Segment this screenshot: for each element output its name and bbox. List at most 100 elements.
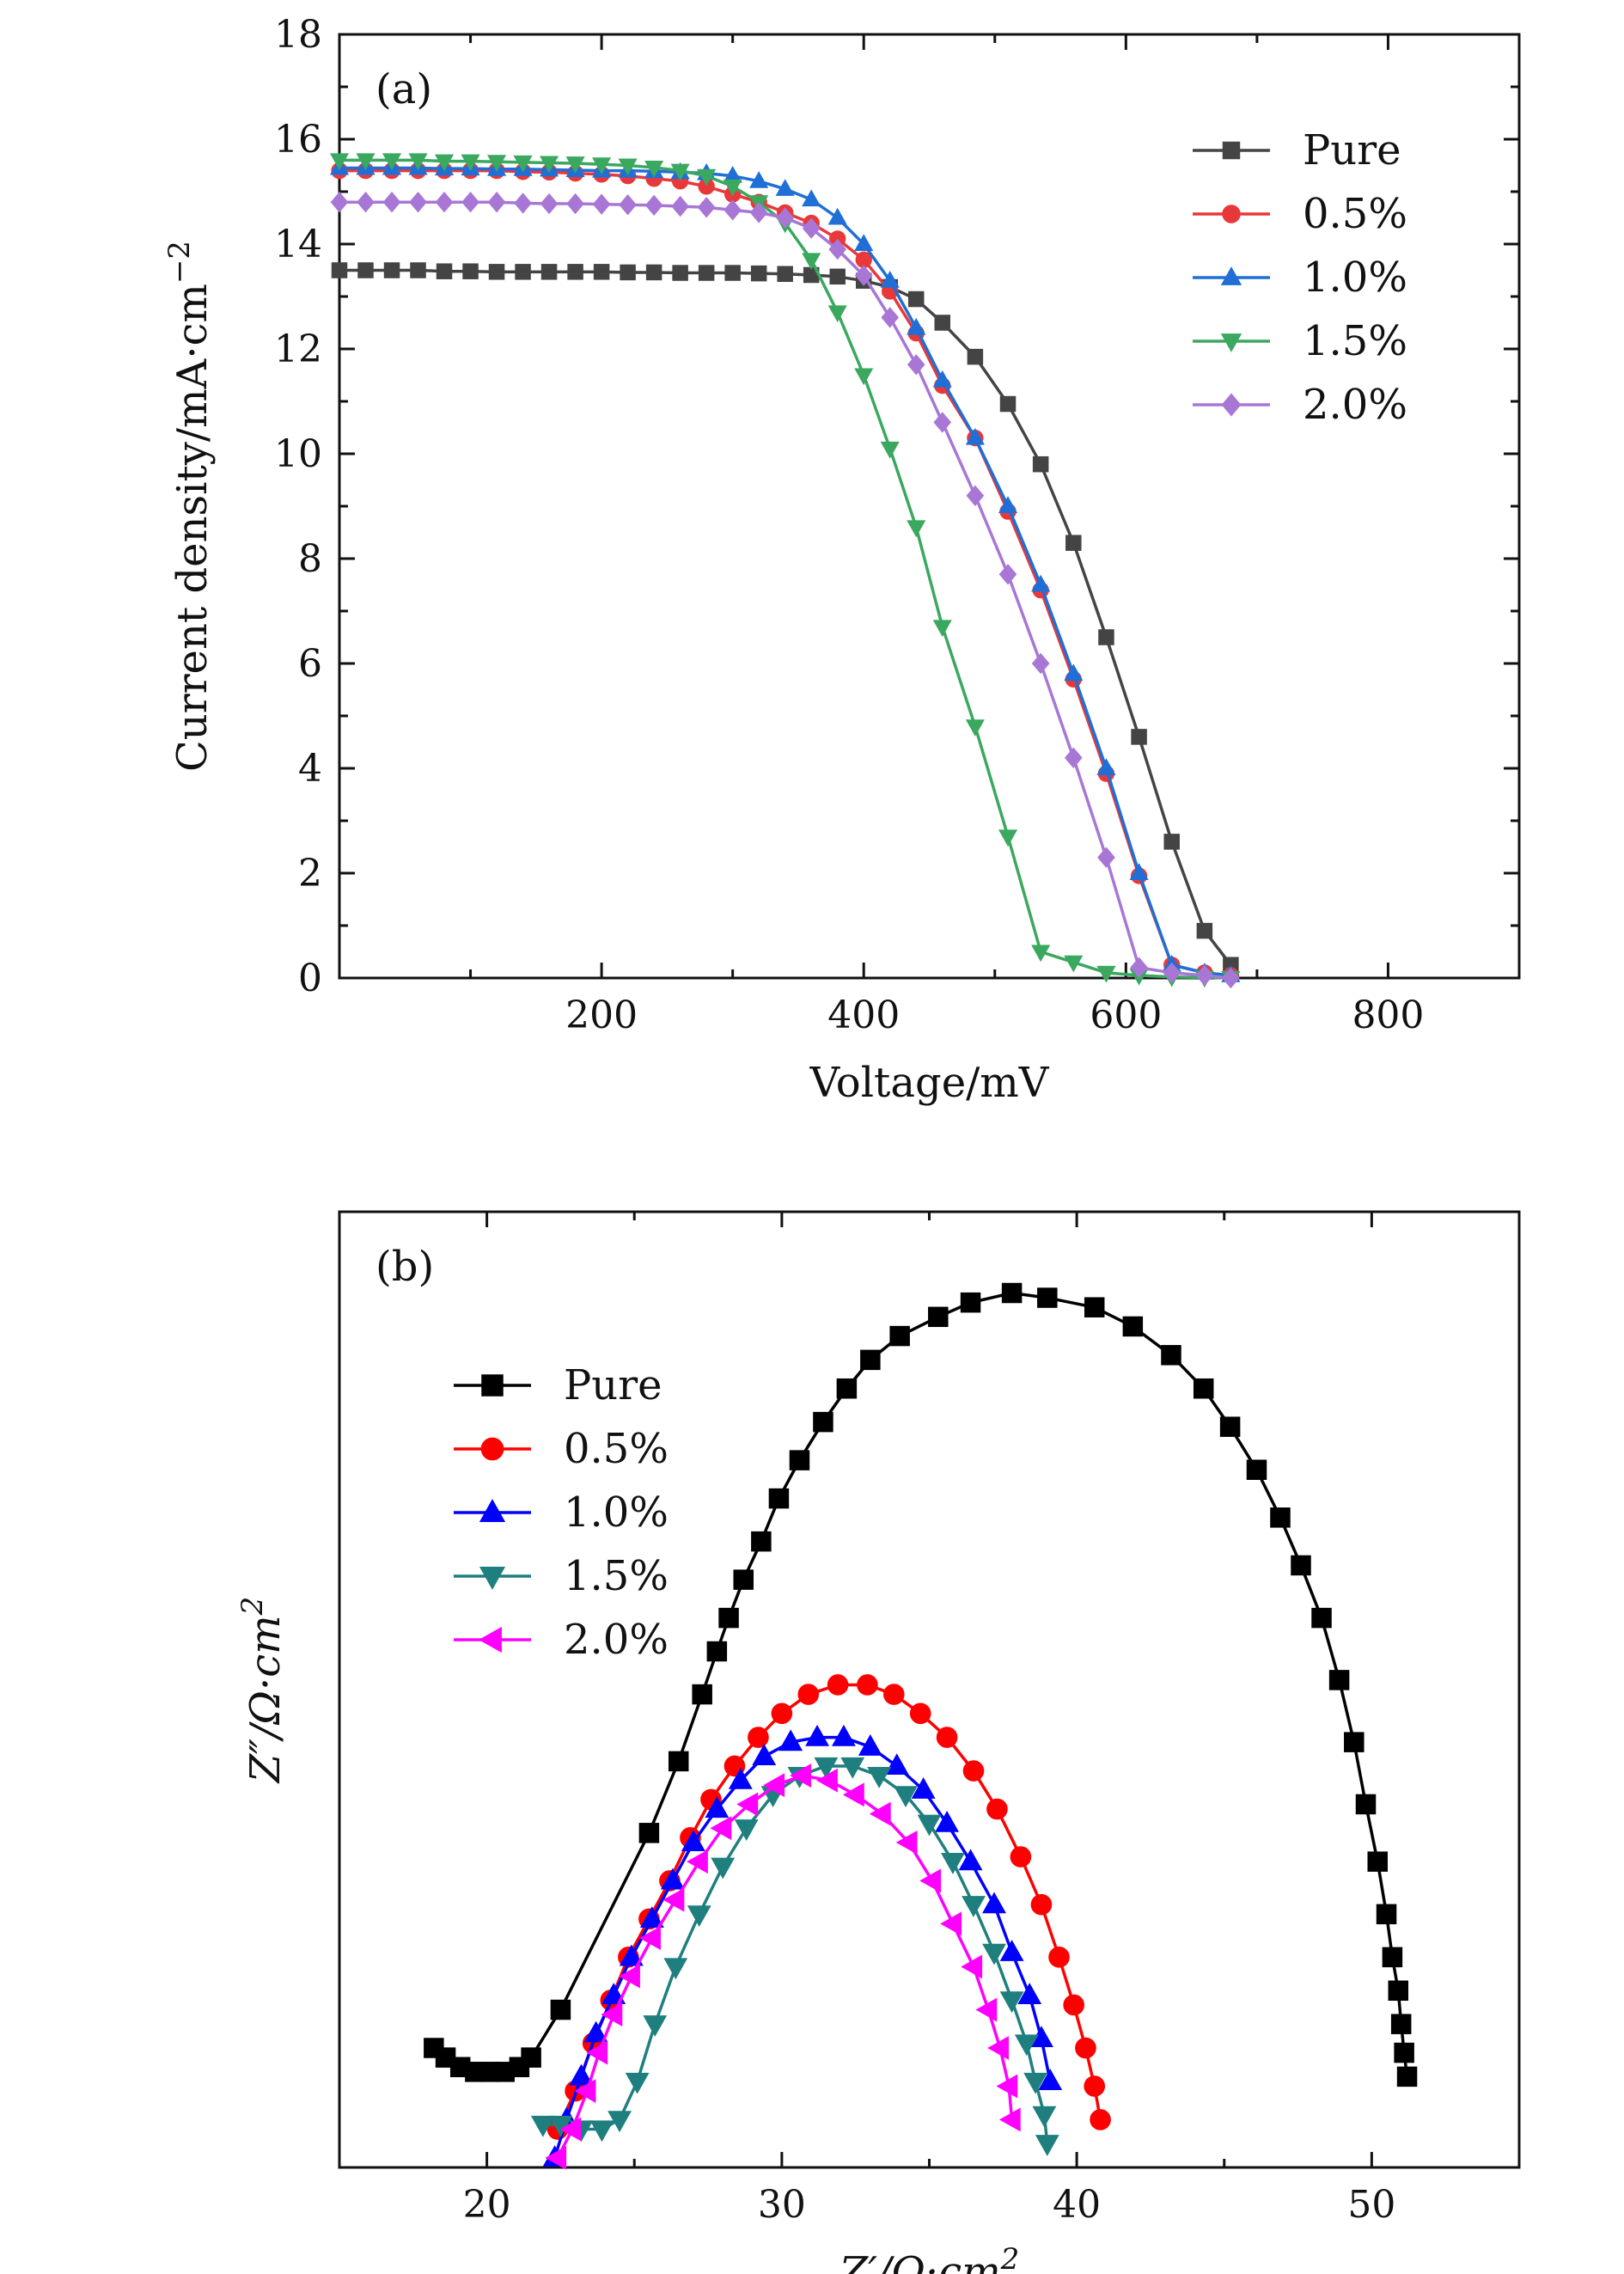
data-point [909, 1702, 931, 1725]
data-point [711, 1857, 736, 1880]
data-point [540, 156, 559, 174]
data-point [829, 268, 846, 285]
data-point [644, 160, 664, 178]
data-point [736, 1792, 759, 1817]
data-point [461, 191, 479, 213]
legend-entry: 1.5% [1303, 317, 1407, 365]
data-point [960, 1292, 981, 1313]
data-point [567, 264, 583, 280]
data-point [889, 1325, 910, 1347]
data-point [706, 1641, 728, 1662]
data-point [967, 348, 984, 365]
data-point [1010, 1846, 1032, 1867]
data-point [1031, 652, 1050, 675]
legend-entry: 0.5% [1303, 190, 1407, 238]
data-point [1195, 964, 1214, 987]
data-point [645, 264, 662, 281]
data-point [789, 1450, 810, 1470]
data-point [1064, 663, 1084, 682]
data-point [962, 1760, 985, 1782]
y-tick-label: 6 [298, 642, 322, 686]
data-point [540, 193, 559, 215]
chart-panel-b: 20 30 40 50 (b) Z′/Ω·cm2 Z″/Ω·cm2 Pure0.5%1… [235, 1210, 1521, 2274]
data-point [1032, 455, 1049, 473]
data-point [619, 1964, 640, 1989]
legend-entry: 0.5% [564, 1425, 669, 1473]
data-point [828, 238, 847, 260]
data-point [1196, 922, 1213, 939]
data-point [409, 191, 427, 213]
data-point [999, 395, 1017, 413]
data-point [697, 197, 716, 218]
data-point [1023, 2072, 1048, 2094]
data-point [681, 1830, 705, 1852]
x-axis-title-b-text: Z′/Ω·cm [838, 2248, 1001, 2274]
x-tick-label: 800 [1352, 993, 1424, 1037]
data-point [1035, 2135, 1059, 2156]
x-axis-title-b-superscript: 2 [1000, 2242, 1020, 2274]
data-point [734, 1819, 759, 1841]
x-tick-label: 50 [1347, 2183, 1395, 2227]
data-point [1394, 2042, 1414, 2063]
series-line [339, 158, 1231, 980]
legend-marker [1220, 266, 1242, 285]
data-point [382, 153, 402, 171]
data-point [515, 264, 531, 280]
data-point [1390, 2014, 1412, 2034]
chart-panel-a: 200 400 600 800 0 2 4 6 8 10 12 14 16 18 (a) Voltage/… [162, 13, 1521, 1107]
data-point [777, 266, 793, 283]
data-point [586, 2040, 608, 2065]
data-point [827, 1674, 849, 1696]
data-point [768, 1488, 790, 1509]
data-point [382, 191, 401, 213]
data-point [1030, 1893, 1053, 1916]
data-point [813, 1411, 833, 1433]
data-point [1032, 2106, 1057, 2128]
data-point [1270, 1507, 1291, 1528]
data-point [802, 253, 821, 271]
data-point [589, 2120, 614, 2143]
y-axis-title-b-superscript: 2 [235, 1597, 270, 1617]
y-tick-label: 12 [274, 327, 322, 371]
data-point [356, 153, 375, 171]
data-point [749, 171, 769, 188]
data-point [958, 1849, 983, 1871]
data-point [797, 1684, 820, 1705]
data-point [692, 1684, 712, 1705]
data-point [1193, 1378, 1214, 1399]
data-point [662, 1887, 685, 1912]
data-point [1063, 1994, 1084, 2016]
legend-marker [1221, 393, 1242, 417]
data-point [998, 2107, 1021, 2132]
y-tick-label: 10 [274, 432, 322, 476]
series-1 [331, 262, 1239, 973]
data-point [670, 163, 690, 181]
data-point [1031, 574, 1051, 592]
data-point [1122, 1316, 1144, 1337]
data-point [487, 155, 507, 172]
x-tick-label: 200 [565, 993, 638, 1037]
x-tick-label: 600 [1090, 993, 1162, 1037]
series-line [556, 1683, 1102, 2130]
data-point [331, 262, 348, 278]
data-point [733, 1569, 754, 1590]
data-point [917, 1814, 942, 1837]
data-point [625, 2072, 650, 2094]
data-point [895, 1830, 918, 1855]
data-point [1129, 863, 1149, 880]
data-point [1396, 2066, 1418, 2088]
data-point [832, 1724, 856, 1746]
data-point [660, 1867, 685, 1890]
data-point [672, 265, 688, 281]
data-point [880, 270, 900, 288]
data-point [1048, 1947, 1070, 1968]
data-point [1219, 1416, 1241, 1437]
data-point [996, 2074, 1018, 2099]
data-point [932, 370, 952, 388]
data-point [816, 1768, 838, 1793]
data-point [884, 1753, 909, 1776]
series-3 [542, 1724, 1063, 2167]
legend-entry: 1.0% [1303, 254, 1407, 302]
axis-ticks-a: 200 400 600 800 0 2 4 6 8 10 12 14 16 18 [274, 13, 1519, 1037]
legend-marker [1220, 333, 1242, 352]
